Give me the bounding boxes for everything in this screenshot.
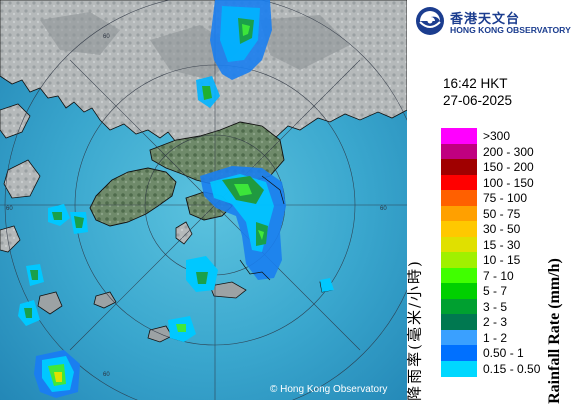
legend-label: 7 - 10: [483, 268, 514, 283]
hill-shading: [40, 12, 350, 80]
legend-item: >300: [441, 128, 571, 144]
legend-swatch: [441, 298, 477, 315]
legend-title-english: Rainfall Rate (mm/h): [546, 258, 563, 404]
legend-swatch: [441, 267, 477, 284]
legend-item: 2 - 3: [441, 314, 571, 330]
south-island-5: [37, 291, 63, 315]
legend-item: 50 - 75: [441, 205, 571, 222]
legend-label: 75 - 100: [483, 191, 528, 205]
radar-map-svg: 60 60 60 60: [0, 0, 407, 400]
legend-swatch: [441, 314, 477, 330]
observatory-logo-icon: [416, 7, 444, 35]
legend-label: 50 - 75: [483, 206, 521, 221]
legend-swatch: [441, 159, 477, 175]
legend-swatch: [441, 345, 477, 361]
legend-label: 100 - 150: [483, 175, 534, 190]
legend-label: 30 - 50: [483, 222, 521, 236]
legend-swatch: [441, 205, 477, 222]
legend-label: 1 - 2: [483, 330, 508, 345]
copyright-text: © Hong Kong Observatory: [270, 384, 388, 395]
legend-label: 2 - 3: [483, 315, 508, 329]
legend-swatch: [441, 128, 477, 144]
legend-item: 5 - 7: [441, 283, 571, 299]
legend-label: 0.50 - 1: [483, 346, 524, 360]
legend-swatch: [441, 143, 477, 160]
info-panel: 香港天文台 HONG KONG OBSERVATORY 16:42 HKT 27…: [406, 0, 577, 404]
western-island-3: [0, 225, 21, 253]
legend-swatch: [441, 360, 477, 377]
legend-swatch: [441, 329, 477, 346]
legend-item: 0.50 - 1: [441, 345, 571, 361]
legend-item: 200 - 300: [441, 143, 571, 160]
radar-time: 16:42 HKT: [443, 76, 508, 91]
legend-label: >300: [483, 129, 511, 143]
south-island-4: [93, 291, 117, 309]
legend-swatch: [441, 221, 477, 237]
rain-cell-east-small: [320, 278, 334, 292]
logo-english-name: HONG KONG OBSERVATORY: [450, 25, 571, 35]
legend-swatch: [441, 252, 477, 268]
legend-item: 7 - 10: [441, 267, 571, 284]
logo-chinese-name: 香港天文台: [450, 12, 521, 27]
legend-label: 200 - 300: [483, 144, 534, 159]
radar-date: 27-06-2025: [443, 93, 513, 108]
ring-label-sw: 60: [103, 372, 110, 378]
legend-swatch: [441, 236, 477, 253]
ring-label-e: 60: [380, 206, 387, 212]
legend-item: 3 - 5: [441, 298, 571, 315]
legend-label: 15 - 30: [483, 237, 521, 252]
legend-swatch: [441, 174, 477, 191]
ring-label-w: 60: [6, 206, 13, 212]
south-island-1: [209, 281, 247, 299]
rain-echoes: [18, 0, 334, 398]
legend-label: 3 - 5: [483, 299, 508, 314]
legend-swatch: [441, 190, 477, 206]
legend-item: 100 - 150: [441, 174, 571, 191]
legend-item: 10 - 15: [441, 252, 571, 268]
ring-label-nw: 60: [103, 34, 110, 40]
lamma-island: [175, 221, 193, 245]
observatory-logo: 香港天文台 HONG KONG OBSERVATORY: [415, 6, 575, 36]
legend-item: 30 - 50: [441, 221, 571, 237]
range-ring-labels: 60 60 60 60: [6, 34, 387, 378]
legend-swatch: [441, 283, 477, 299]
legend-item: 1 - 2: [441, 329, 571, 346]
legend-item: 75 - 100: [441, 190, 571, 206]
legend-item: 150 - 200: [441, 159, 571, 175]
legend-label: 150 - 200: [483, 160, 534, 174]
legend-item: 0.15 - 0.50: [441, 360, 571, 377]
radar-map: 60 60 60 60: [0, 0, 407, 400]
lantau-island: [89, 167, 177, 227]
legend-label: 0.15 - 0.50: [483, 361, 541, 376]
western-island-1: [0, 103, 31, 139]
legend-title-chinese: 降雨率(毫米/小時): [405, 259, 424, 401]
legend-item: 15 - 30: [441, 236, 571, 253]
legend-label: 5 - 7: [483, 284, 508, 298]
western-island-2: [3, 159, 41, 199]
legend-label: 10 - 15: [483, 253, 521, 267]
